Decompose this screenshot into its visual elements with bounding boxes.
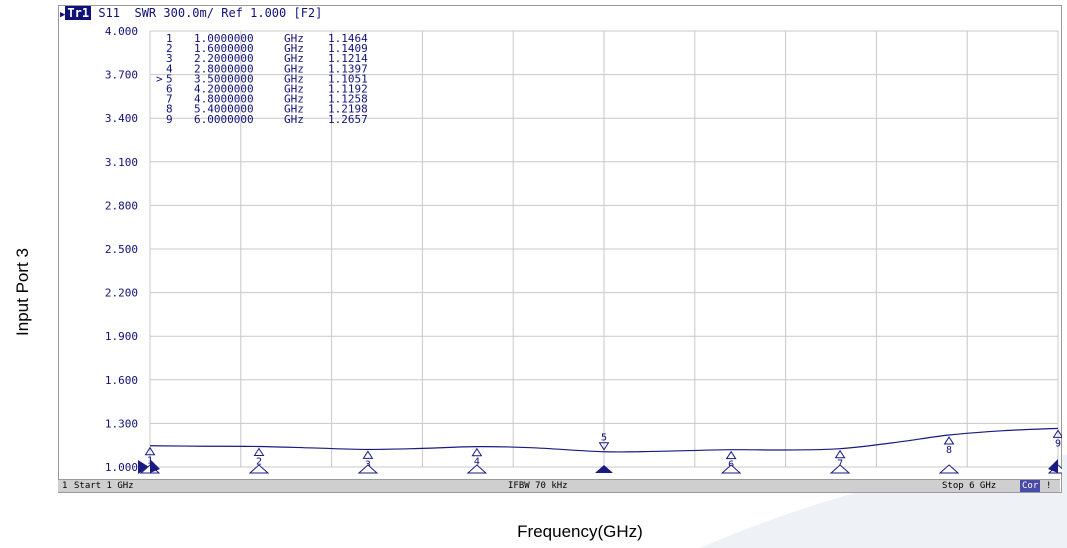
marker-bottom-arrow xyxy=(248,464,270,474)
marker-table-unit: GHz xyxy=(284,103,304,116)
marker-table-unit: GHz xyxy=(284,42,304,55)
active-trace-triangle-icon: ▶ xyxy=(60,10,66,20)
y-tick-label: 1.900 xyxy=(105,330,138,343)
marker-table-number: 3 xyxy=(166,52,173,65)
y-tick-label: 2.200 xyxy=(105,287,138,300)
y-axis-title: Input Port 3 xyxy=(13,248,32,336)
active-marker-indicator-icon: > xyxy=(156,72,163,85)
marker-label: 5 xyxy=(601,433,607,444)
format-label: SWR xyxy=(134,6,157,20)
marker-table-number: 4 xyxy=(166,62,173,75)
marker-table-value: 1.2657 xyxy=(328,113,368,126)
channel-label: [F2] xyxy=(293,6,323,20)
marker-table-unit: GHz xyxy=(284,93,304,106)
marker-table-value: 1.1464 xyxy=(328,32,368,45)
marker-table-frequency: 5.4000000 xyxy=(194,103,254,116)
marker-table-unit: GHz xyxy=(284,72,304,85)
marker-table-number: 1 xyxy=(166,32,173,45)
marker-bottom-arrow xyxy=(595,465,613,473)
marker-triangle xyxy=(598,442,610,451)
swr-plot: 4.000 3.700 3.400 3.100 2.800 2.500 2.200 1.900… xyxy=(105,25,1062,474)
trace-header: ▶ Tr1 S11 SWR 300.0m/ Ref 1.000 [F2] xyxy=(60,6,322,21)
status-channel-number: 1 xyxy=(62,481,68,491)
status-bar: 1 Start 1 GHz IFBW 70 kHz Stop 6 GHz Cor… xyxy=(58,479,1060,492)
marker-table-number: 9 xyxy=(166,113,173,126)
y-tick-label: 3.400 xyxy=(105,112,138,125)
marker-label: 2 xyxy=(256,457,262,468)
swr-trace-line xyxy=(149,427,1059,453)
marker-table-unit: GHz xyxy=(284,113,304,126)
marker-label: 7 xyxy=(837,459,843,470)
marker-triangle xyxy=(834,449,846,459)
marker-label: 4 xyxy=(474,457,480,468)
x-axis-title: Frequency(GHz) xyxy=(517,522,643,541)
marker-table-frequency: 4.2000000 xyxy=(194,83,254,96)
marker-table-number: 5 xyxy=(166,72,173,85)
marker-table-frequency: 1.6000000 xyxy=(194,42,254,55)
marker-bottom-arrow xyxy=(466,464,488,474)
marker-table-value: 1.1192 xyxy=(328,83,368,96)
marker-label: 8 xyxy=(946,445,952,456)
marker-triangle xyxy=(725,450,737,460)
y-tick-label: 2.500 xyxy=(105,243,138,256)
y-tick-labels: 4.000 3.700 3.400 3.100 2.800 2.500 2.200 1.900… xyxy=(105,25,149,474)
marker-table-unit: GHz xyxy=(284,32,304,45)
marker-table-unit: GHz xyxy=(284,62,304,75)
marker-triangle xyxy=(943,436,955,445)
status-ifbw[interactable]: IFBW 70 kHz xyxy=(508,481,568,491)
status-stop-frequency[interactable]: Stop 6 GHz xyxy=(942,481,997,491)
marker-table-value: 1.1409 xyxy=(328,42,368,55)
y-tick-label: 1.300 xyxy=(105,417,138,430)
marker-table-number: 8 xyxy=(166,103,173,116)
status-exclamation: ! xyxy=(1046,481,1052,491)
marker-table-value: 1.2198 xyxy=(328,103,368,116)
marker-table-value: 1.1051 xyxy=(328,72,368,85)
marker-triangle xyxy=(1052,429,1062,438)
status-cor-badge[interactable]: Cor xyxy=(1020,480,1041,492)
network-analyzer-display: ▶ Tr1 S11 SWR 300.0m/ Ref 1.000 [F2] 4.00… xyxy=(58,5,1062,493)
marker-triangle xyxy=(253,447,265,457)
marker-table-unit: GHz xyxy=(284,52,304,65)
marker-triangle xyxy=(471,447,483,457)
marker-table: 1 1.0000000 GHz 1.1464 2 1.6000000 GHz 1.1409 3 2… xyxy=(156,32,368,126)
marker-table-unit: GHz xyxy=(284,83,304,96)
marker-bottom-arrow xyxy=(357,464,379,474)
y-tick-label: 1.600 xyxy=(105,374,138,387)
display-frame xyxy=(58,5,1062,493)
ref-label: Ref 1.000 xyxy=(221,6,287,20)
y-tick-label: 1.000 xyxy=(105,461,138,474)
marker-table-frequency: 2.8000000 xyxy=(194,62,254,75)
trace-tag[interactable]: Tr1 xyxy=(65,6,92,20)
measurement-param: S11 xyxy=(98,6,121,20)
marker-table-number: 6 xyxy=(166,83,173,96)
scale-label: 300.0m/ xyxy=(163,6,214,20)
stop-edge-arrow-icon xyxy=(1048,459,1058,473)
marker-triangle xyxy=(144,446,156,456)
y-tick-label: 3.700 xyxy=(105,69,138,82)
status-start-frequency[interactable]: Start 1 GHz xyxy=(74,481,134,491)
marker-table-value: 1.1214 xyxy=(328,52,368,65)
marker-table-frequency: 3.5000000 xyxy=(194,72,254,85)
reference-level-arrow-icon xyxy=(138,460,149,474)
marker-table-frequency: 6.0000000 xyxy=(194,113,254,126)
marker-bottom-arrow xyxy=(829,464,851,474)
marker-table-frequency: 2.2000000 xyxy=(194,52,254,65)
marker-bottom-arrow xyxy=(720,464,742,474)
marker-bottom-arrow xyxy=(938,464,960,474)
y-tick-label: 3.100 xyxy=(105,156,138,169)
marker-table-frequency: 1.0000000 xyxy=(194,32,254,45)
marker-triangle xyxy=(362,450,374,459)
grid-lines xyxy=(149,30,1059,468)
marker-table-value: 1.1397 xyxy=(328,62,368,75)
marker-table-value: 1.1258 xyxy=(328,93,368,106)
marker-table-number: 7 xyxy=(166,93,173,106)
marker-table-number: 2 xyxy=(166,42,173,55)
trace-layer xyxy=(149,427,1059,453)
marker-table-frequency: 4.8000000 xyxy=(194,93,254,106)
start-edge-arrow-icon xyxy=(150,459,160,473)
y-tick-label: 4.000 xyxy=(105,25,138,38)
y-tick-label: 2.800 xyxy=(105,199,138,212)
marker-label: 9 xyxy=(1055,438,1061,449)
marker-layer: 123456789 xyxy=(139,429,1062,474)
